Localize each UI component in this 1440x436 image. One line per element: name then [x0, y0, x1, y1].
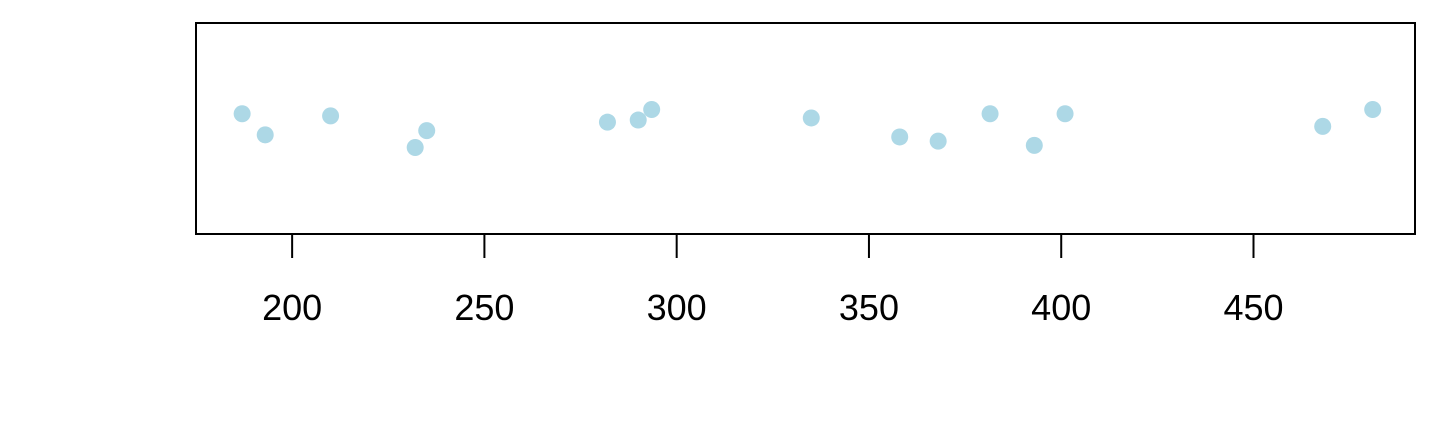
x-tick-label: 400	[1031, 287, 1091, 328]
data-point	[256, 126, 274, 144]
data-point	[1056, 105, 1074, 123]
data-point	[1314, 117, 1332, 135]
plot-frame	[195, 22, 1416, 235]
data-point	[629, 111, 647, 129]
x-axis: 200 250 300 350 400 450	[262, 233, 1284, 328]
data-point	[643, 101, 661, 119]
data-point	[418, 122, 436, 140]
data-point	[891, 128, 909, 146]
data-point	[981, 105, 999, 123]
data-point	[406, 138, 424, 156]
data-point	[1364, 101, 1382, 119]
data-point	[322, 107, 340, 125]
x-tick-label: 450	[1223, 287, 1283, 328]
data-point	[233, 105, 251, 123]
x-tick-label: 300	[647, 287, 707, 328]
data-points	[233, 101, 1382, 156]
data-point	[929, 132, 947, 150]
x-tick-label: 250	[454, 287, 514, 328]
data-point	[1025, 136, 1043, 154]
data-point	[598, 113, 616, 131]
x-tick-label: 350	[839, 287, 899, 328]
data-point	[802, 109, 820, 127]
x-tick-label: 200	[262, 287, 322, 328]
